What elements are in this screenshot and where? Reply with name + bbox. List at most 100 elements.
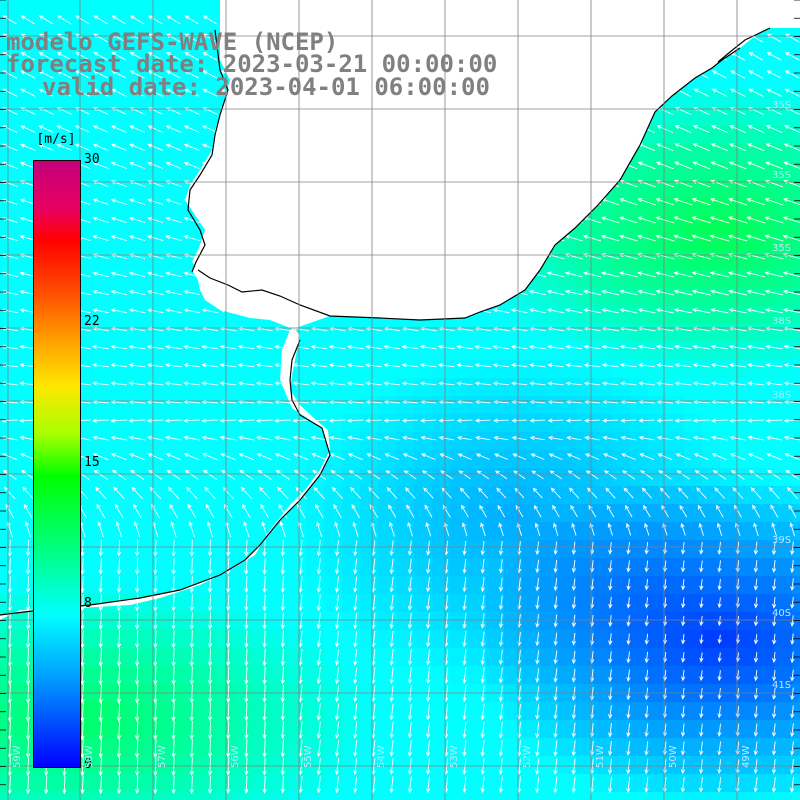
wind-arrow bbox=[237, 363, 255, 368]
field-cell bbox=[0, 468, 19, 487]
wind-arrow bbox=[128, 271, 146, 278]
wind-arrow bbox=[92, 435, 109, 441]
field-cell bbox=[684, 630, 703, 649]
field-cell bbox=[108, 684, 127, 703]
wind-arrow bbox=[644, 741, 649, 756]
field-cell bbox=[648, 216, 667, 235]
wind-arrow bbox=[165, 70, 182, 79]
wind-arrow bbox=[110, 161, 127, 169]
field-cell bbox=[324, 576, 343, 595]
field-cell bbox=[648, 576, 667, 595]
field-cell bbox=[684, 216, 703, 235]
wind-arrow bbox=[171, 702, 176, 722]
wind-arrow bbox=[189, 720, 194, 740]
wind-arrow bbox=[498, 721, 503, 739]
field-cell bbox=[630, 630, 649, 649]
field-cell bbox=[774, 270, 793, 289]
field-cell bbox=[342, 342, 361, 361]
field-cell bbox=[756, 378, 775, 397]
field-cell bbox=[306, 774, 325, 793]
field-cell bbox=[630, 612, 649, 631]
field-cell bbox=[324, 648, 343, 667]
field-cell bbox=[756, 216, 775, 235]
wind-arrow bbox=[225, 666, 231, 685]
wind-arrow bbox=[462, 740, 467, 757]
field-cell bbox=[720, 504, 739, 523]
wind-arrow bbox=[257, 469, 272, 480]
wind-arrow bbox=[728, 289, 747, 296]
longitude-label: 54W bbox=[376, 745, 387, 768]
field-cell bbox=[612, 576, 631, 595]
field-cell bbox=[180, 792, 199, 800]
wind-arrow bbox=[165, 308, 182, 314]
field-cell bbox=[792, 576, 800, 595]
field-cell bbox=[360, 684, 379, 703]
wind-arrow bbox=[710, 381, 728, 386]
wind-arrow bbox=[110, 453, 127, 461]
wind-arrow bbox=[389, 703, 394, 721]
field-cell bbox=[612, 756, 631, 775]
wind-arrow bbox=[128, 344, 146, 350]
wind-arrow bbox=[134, 702, 140, 722]
field-cell bbox=[234, 648, 253, 667]
field-cell bbox=[0, 162, 19, 181]
field-cell bbox=[522, 468, 541, 487]
wind-arrow bbox=[255, 344, 273, 350]
field-cell bbox=[342, 504, 361, 523]
wind-arrow bbox=[56, 143, 73, 151]
field-cell bbox=[738, 576, 757, 595]
field-cell bbox=[540, 540, 559, 559]
wind-arrow bbox=[261, 521, 268, 538]
wind-arrow bbox=[384, 453, 400, 461]
field-cell bbox=[666, 630, 685, 649]
wind-arrow bbox=[511, 435, 527, 441]
field-cell bbox=[612, 594, 631, 613]
field-cell bbox=[630, 396, 649, 415]
wind-arrow bbox=[680, 522, 686, 536]
field-cell bbox=[792, 594, 800, 613]
field-cell bbox=[126, 630, 145, 649]
wind-arrow bbox=[675, 453, 691, 461]
wind-arrow bbox=[328, 363, 346, 368]
wind-arrow bbox=[383, 344, 401, 350]
wind-arrow bbox=[401, 399, 419, 404]
field-cell bbox=[126, 396, 145, 415]
wind-arrow bbox=[365, 344, 382, 350]
field-cell bbox=[450, 522, 469, 541]
wind-arrow bbox=[676, 470, 690, 480]
field-cell bbox=[720, 90, 739, 109]
wind-arrow bbox=[727, 271, 748, 278]
field-cell bbox=[234, 324, 253, 343]
field-cell bbox=[216, 594, 235, 613]
wind-arrow bbox=[582, 234, 602, 242]
field-cell bbox=[270, 396, 289, 415]
field-cell bbox=[360, 522, 379, 541]
field-cell bbox=[684, 720, 703, 739]
field-cell bbox=[72, 36, 91, 55]
wind-arrow bbox=[222, 486, 235, 500]
field-cell bbox=[522, 756, 541, 775]
field-cell bbox=[648, 738, 667, 757]
field-cell bbox=[288, 666, 307, 685]
field-cell bbox=[414, 576, 433, 595]
wind-arrow bbox=[480, 541, 485, 556]
wind-arrow bbox=[535, 722, 540, 739]
wind-arrow bbox=[583, 308, 601, 314]
field-cell bbox=[0, 774, 19, 793]
field-cell bbox=[0, 486, 19, 505]
field-cell bbox=[612, 342, 631, 361]
field-cell bbox=[90, 414, 109, 433]
field-cell bbox=[792, 90, 800, 109]
field-cell bbox=[720, 126, 739, 145]
colorbar-tick-label: 0 bbox=[84, 757, 92, 772]
wind-arrow bbox=[640, 470, 654, 480]
field-cell bbox=[612, 324, 631, 343]
wind-arrow bbox=[746, 216, 766, 224]
wind-arrow bbox=[334, 540, 340, 557]
wind-arrow bbox=[183, 289, 200, 296]
wind-arrow bbox=[334, 667, 340, 685]
wind-arrow bbox=[571, 650, 576, 665]
wind-arrow bbox=[219, 435, 237, 441]
field-cell bbox=[306, 396, 325, 415]
field-cell bbox=[18, 486, 37, 505]
